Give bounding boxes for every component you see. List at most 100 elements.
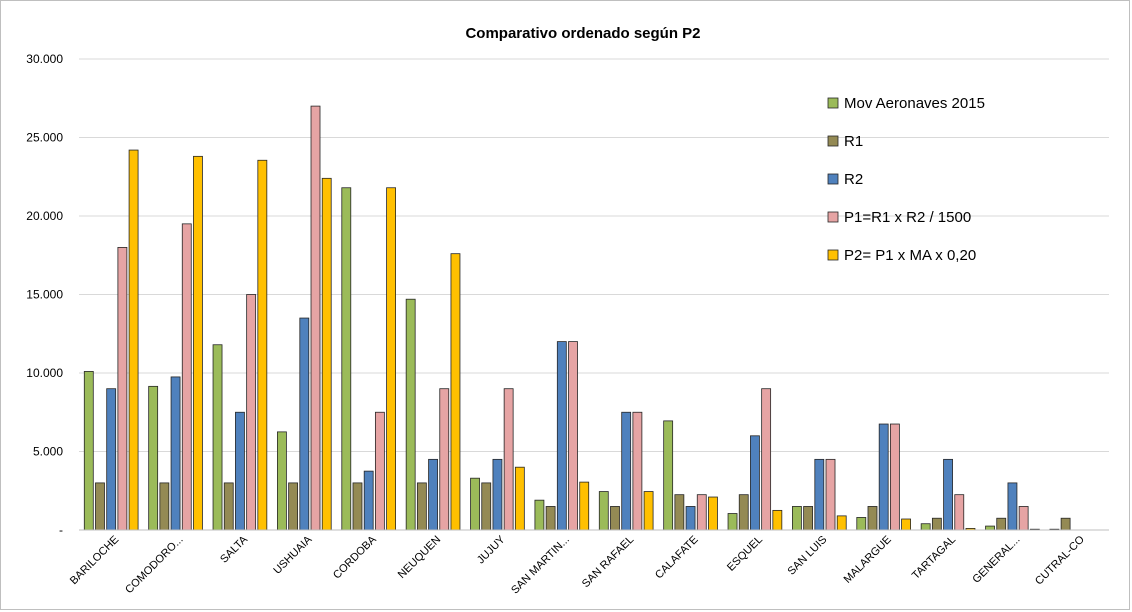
bar xyxy=(193,155,203,531)
bar xyxy=(621,411,632,531)
bar xyxy=(708,496,718,531)
bar xyxy=(803,506,814,531)
bar xyxy=(299,317,310,531)
x-tick-label: TARTAGAL xyxy=(910,534,958,582)
bar xyxy=(836,515,847,531)
bar xyxy=(1060,517,1071,531)
bar xyxy=(428,458,438,531)
bar xyxy=(920,523,931,531)
legend: Mov Aeronaves 2015 R1 R2 P1=R1 x R2 / 1500 P… xyxy=(827,95,985,264)
bar xyxy=(568,341,578,531)
bar xyxy=(374,411,385,531)
legend-label: P1=R1 x R2 / 1500 xyxy=(844,209,971,226)
bar xyxy=(321,177,332,531)
x-tick-label: GENERAL... xyxy=(970,534,1022,586)
bar xyxy=(954,494,965,531)
bar xyxy=(416,482,427,531)
bar xyxy=(610,506,620,531)
bar xyxy=(727,513,738,531)
bar xyxy=(598,491,609,531)
y-tick-label: 15.000 xyxy=(26,288,63,302)
bar xyxy=(503,388,514,531)
bar xyxy=(931,517,942,531)
x-tick-label: CORDOBA xyxy=(331,533,379,581)
legend-label: R1 xyxy=(844,133,863,150)
x-tick-label: NEUQUEN xyxy=(396,534,443,581)
y-tick-label: - xyxy=(59,523,63,537)
bar xyxy=(235,411,245,531)
x-tick-label: ESQUEL xyxy=(725,534,765,574)
x-tick-label: CALAFATE xyxy=(653,534,701,582)
bar xyxy=(632,411,643,531)
legend-swatch xyxy=(827,173,839,185)
legend-swatch xyxy=(827,97,839,109)
legend-swatch xyxy=(827,249,839,261)
bar xyxy=(750,435,760,531)
bar xyxy=(985,525,995,531)
bar xyxy=(83,371,94,531)
bar xyxy=(663,420,674,531)
bar xyxy=(856,517,867,531)
x-tick-label: USHUAIA xyxy=(271,533,315,577)
bar xyxy=(341,187,352,531)
bar xyxy=(352,482,363,531)
bar xyxy=(170,376,181,531)
bar xyxy=(996,517,1007,531)
bar xyxy=(405,298,416,531)
bar xyxy=(492,458,503,531)
x-tick-label: SAN RAFAEL xyxy=(580,534,636,590)
bar xyxy=(889,423,900,531)
bar xyxy=(643,491,654,531)
y-axis-ticks: - 5.000 10.000 15.000 20.000 25.000 30.000 xyxy=(26,52,63,537)
bar xyxy=(212,344,223,531)
y-tick-label: 20.000 xyxy=(26,209,63,223)
bar xyxy=(481,482,492,531)
bar xyxy=(310,105,321,531)
bar xyxy=(556,341,567,531)
chart-title: Comparativo ordenado según P2 xyxy=(465,25,700,42)
y-tick-label: 10.000 xyxy=(26,366,63,380)
x-tick-label: MALARGUE xyxy=(842,534,894,586)
bar xyxy=(685,506,696,531)
x-tick-label: SAN MARTIN... xyxy=(509,534,572,597)
bar xyxy=(148,385,159,531)
bar xyxy=(534,499,545,531)
legend-swatch xyxy=(827,211,839,223)
bar xyxy=(288,482,299,531)
x-tick-label: SAN LUIS xyxy=(785,534,829,578)
bar xyxy=(363,470,374,531)
bar xyxy=(878,423,889,531)
bar xyxy=(95,482,105,531)
bar xyxy=(470,477,480,531)
bar xyxy=(1018,506,1029,531)
bar xyxy=(825,458,836,531)
x-tick-label: BARILOCHE xyxy=(68,534,121,587)
bar xyxy=(181,223,192,531)
bar xyxy=(545,506,556,531)
y-tick-label: 30.000 xyxy=(26,52,63,66)
legend-label: R2 xyxy=(844,171,863,188)
bar xyxy=(901,518,911,531)
x-tick-label: COMODORO... xyxy=(123,534,186,597)
bar xyxy=(696,494,707,531)
bar xyxy=(514,466,525,531)
y-tick-label: 5.000 xyxy=(33,445,63,459)
x-tick-label: SALTA xyxy=(218,533,250,565)
bar xyxy=(257,159,268,531)
bar xyxy=(943,458,953,531)
bar xyxy=(386,187,396,531)
bar xyxy=(439,388,450,531)
legend-label: Mov Aeronaves 2015 xyxy=(844,95,985,112)
bar xyxy=(792,506,802,531)
bar xyxy=(277,431,287,531)
bar xyxy=(106,388,117,531)
legend-label: P2= P1 x MA x 0,20 xyxy=(844,247,976,264)
x-tick-label: JUJUY xyxy=(475,533,508,566)
x-tick-label: CUTRAL-CO xyxy=(1033,533,1087,587)
bar xyxy=(772,509,783,531)
bar xyxy=(674,494,685,531)
bar xyxy=(761,388,772,531)
bar xyxy=(128,149,139,531)
